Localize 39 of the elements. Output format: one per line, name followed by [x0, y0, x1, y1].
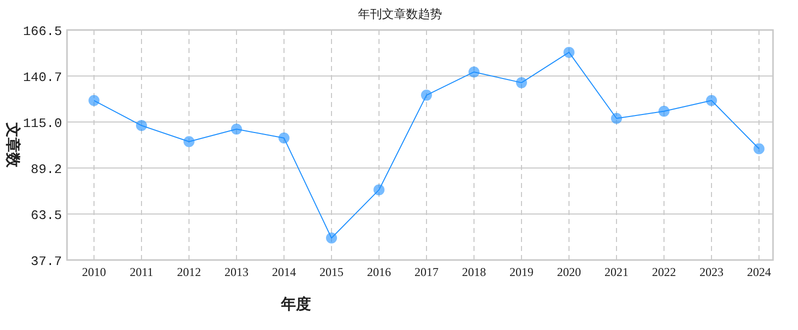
y-tick-label: 166.5 [22, 24, 62, 39]
x-tick-label: 2010 [82, 265, 106, 279]
point [136, 120, 147, 132]
point [516, 77, 527, 88]
x-tick-label: 2015 [320, 265, 344, 279]
point [564, 46, 574, 58]
x-tick-label: 2011 [130, 265, 154, 279]
x-tick-label: 2017 [414, 265, 438, 279]
x-axis-title: 年度 [280, 295, 311, 313]
y-tick-label: 89.2 [30, 162, 62, 177]
x-tick-label: 2018 [462, 265, 486, 279]
x-tick-label: 2014 [272, 265, 296, 279]
chart-title: 年刊文章数趋势 [358, 7, 442, 21]
x-tick-label: 2022 [652, 265, 676, 279]
point [374, 184, 384, 196]
y-tick-label: 63.5 [30, 208, 62, 223]
x-tick-label: 2012 [177, 265, 201, 279]
point [468, 66, 480, 78]
x-tick-label: 2021 [604, 265, 628, 279]
point [421, 90, 432, 101]
x-tick-label: 2020 [557, 265, 581, 279]
point [754, 143, 764, 154]
x-tick-label: 2023 [700, 265, 724, 279]
y-tick-label: 140.7 [22, 70, 62, 85]
y-tick-label: 37.7 [30, 254, 62, 269]
x-tick-label: 2024 [747, 265, 771, 279]
x-tick-label: 2019 [510, 265, 534, 279]
point [231, 124, 242, 135]
point [658, 106, 670, 117]
point [611, 112, 622, 124]
x-tick-label: 2013 [224, 265, 248, 279]
point [184, 136, 194, 148]
y-tick-label: 115.0 [22, 116, 62, 131]
point [278, 132, 290, 144]
point [326, 232, 337, 244]
point [706, 95, 717, 106]
point [88, 95, 100, 106]
y-axis-title: 文章数 [4, 122, 22, 168]
x-tick-label: 2016 [367, 265, 391, 279]
